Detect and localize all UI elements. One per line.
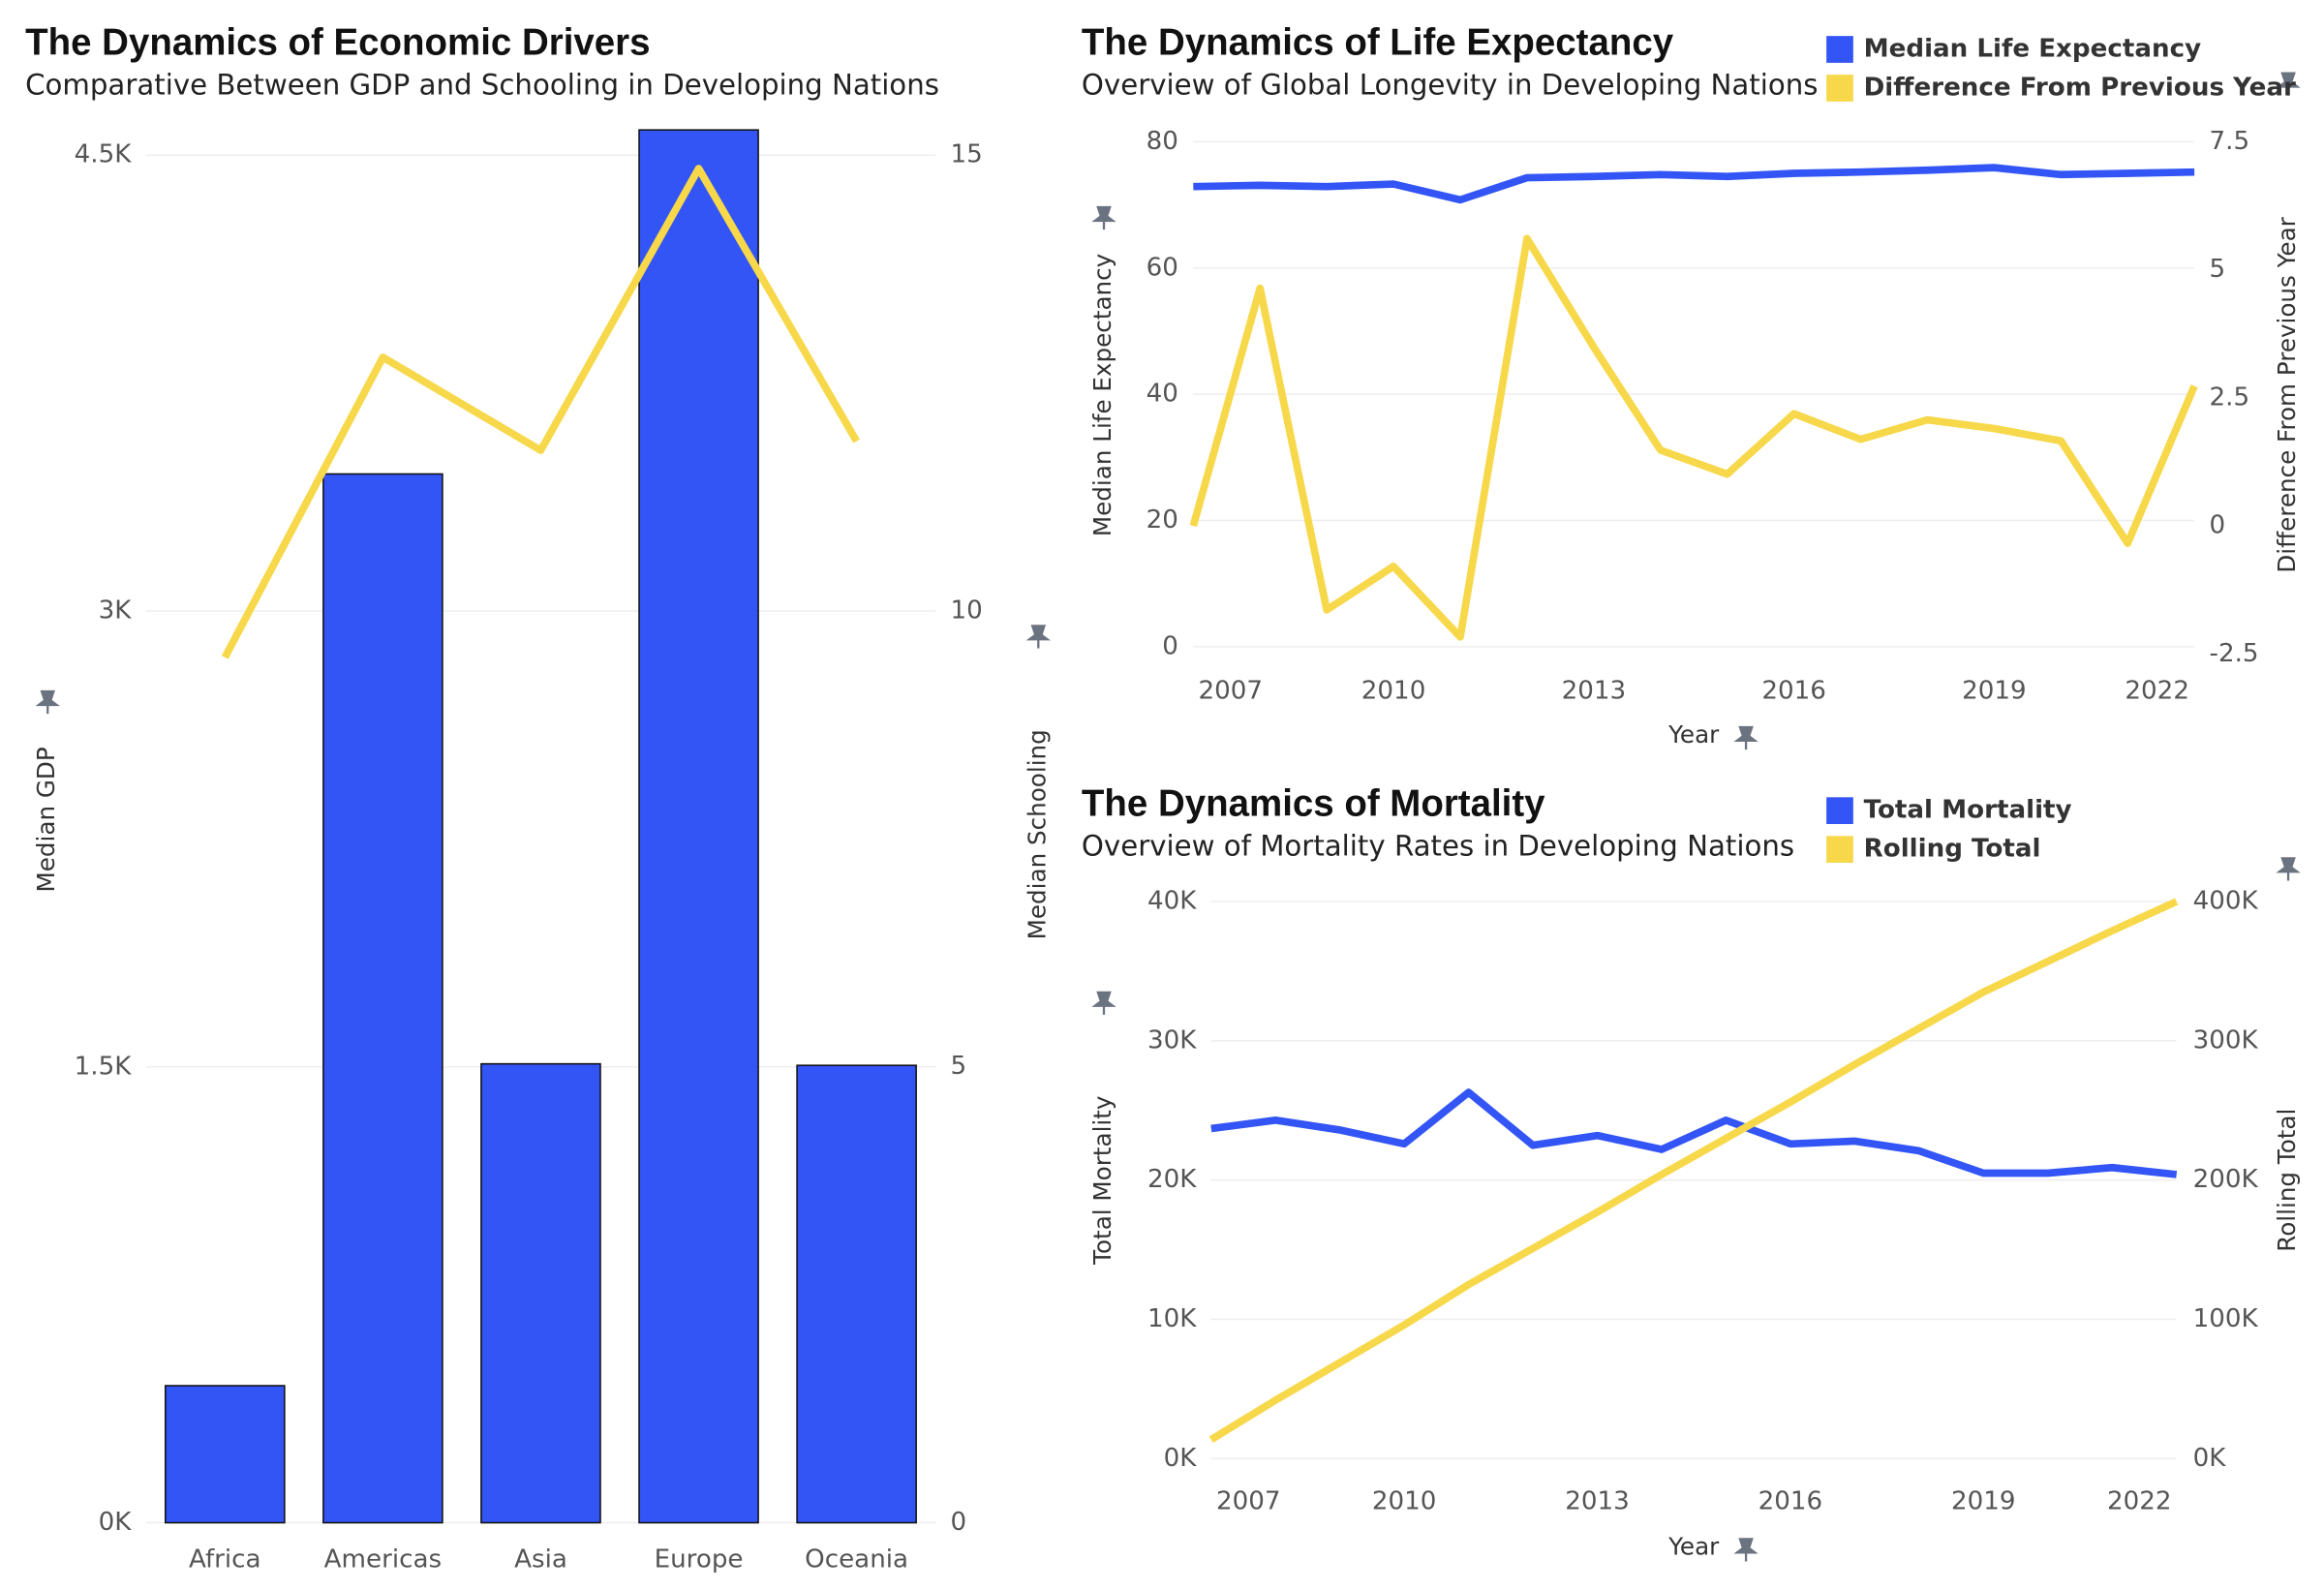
y-tick-label: 40: [1147, 380, 1178, 409]
x-tick-label: 2022: [2125, 677, 2189, 706]
bar: [165, 1385, 286, 1524]
y2-tick-label: 100K: [2193, 1304, 2259, 1333]
y2-tick-label: 10: [951, 596, 983, 625]
legend-swatch: [1826, 797, 1853, 824]
y-tick-label: 0: [1162, 631, 1178, 660]
x-tick-label: 2019: [1951, 1487, 2016, 1516]
y2-tick-label: 15: [951, 139, 983, 168]
axis-title: Rolling Total: [2273, 1109, 2301, 1252]
y2-tick-label: 5: [951, 1052, 967, 1081]
axis-title: Difference From Previous Year: [2273, 216, 2301, 572]
chart-title: The Dynamics of Life Expectancy: [1082, 22, 1674, 64]
y-tick-label: 10K: [1147, 1304, 1197, 1333]
y-tick-label: 60: [1147, 253, 1178, 282]
x-tick-label: Africa: [189, 1545, 261, 1575]
x-tick-label: Americas: [324, 1545, 442, 1575]
y2-tick-label: 0K: [2193, 1444, 2227, 1473]
legend-swatch: [1826, 36, 1853, 63]
y-tick-label: 40K: [1147, 887, 1197, 916]
y-tick-label: 30K: [1147, 1025, 1197, 1055]
x-tick-label: 2013: [1562, 677, 1627, 706]
x-tick-label: 2022: [2107, 1487, 2172, 1516]
pin-icon: [1733, 725, 1758, 750]
line: [1189, 234, 2198, 641]
pin-icon: [35, 689, 60, 715]
y-tick-label: 3K: [99, 596, 133, 626]
bar: [480, 1062, 601, 1524]
y2-tick-label: 2.5: [2210, 382, 2250, 412]
pin-icon: [1091, 991, 1116, 1015]
x-tick-label: 2016: [1761, 677, 1826, 706]
legend-swatch: [1826, 836, 1853, 863]
axis-title: Median Life Expectancy: [1088, 254, 1116, 536]
y-tick-label: 0K: [1164, 1444, 1198, 1473]
x-axis-title: Year: [1667, 1533, 1720, 1561]
x-tick-label: 2019: [1962, 677, 2027, 706]
y2-tick-label: -2.5: [2210, 639, 2259, 668]
bar: [638, 129, 759, 1524]
x-tick-label: Asia: [514, 1545, 567, 1575]
x-tick-label: Oceania: [805, 1545, 908, 1575]
y2-tick-label: 5: [2210, 255, 2226, 284]
x-tick-label: 2010: [1372, 1487, 1437, 1516]
bar: [322, 473, 443, 1524]
pin-icon: [2276, 857, 2301, 881]
legend-label: Difference From Previous Year: [1864, 74, 2296, 103]
chart-subtitle: Overview of Global Longevity in Developi…: [1082, 68, 1819, 101]
y-tick-label: 20K: [1147, 1165, 1197, 1194]
line: [1210, 1088, 2178, 1178]
axis-title: Total Mortality: [1088, 1096, 1116, 1266]
chart-title: The Dynamics of Economic Drivers: [25, 22, 650, 64]
y-tick-label: 1.5K: [75, 1052, 133, 1081]
pin-icon: [1091, 205, 1116, 230]
y2-tick-label: 300K: [2193, 1025, 2259, 1055]
chart-subtitle: Overview of Mortality Rates in Developin…: [1082, 830, 1794, 863]
pin-icon: [1025, 625, 1051, 649]
x-axis-title: Year: [1667, 720, 1720, 749]
bar: [796, 1064, 917, 1524]
y-tick-label: 20: [1147, 505, 1178, 535]
line: [1193, 164, 2195, 204]
legend-label: Rolling Total: [1864, 835, 2041, 864]
x-tick-label: Europe: [655, 1545, 744, 1575]
y-tick-label: 80: [1147, 127, 1178, 156]
x-tick-label: 2010: [1361, 677, 1426, 706]
legend-swatch: [1826, 75, 1853, 102]
x-tick-label: 2016: [1758, 1487, 1823, 1516]
y-tick-label: 4.5K: [75, 140, 133, 169]
x-tick-label: 2007: [1199, 677, 1264, 706]
x-tick-label: 2007: [1216, 1487, 1281, 1516]
axis-title: Median GDP: [32, 747, 60, 892]
axis-title: Median Schooling: [1023, 729, 1051, 939]
pin-icon: [1733, 1538, 1758, 1562]
line: [1208, 898, 2179, 1443]
y2-tick-label: 400K: [2193, 887, 2259, 916]
legend-label: Total Mortality: [1864, 796, 2072, 825]
y-tick-label: 0K: [99, 1508, 133, 1537]
y2-tick-label: 7.5: [2210, 127, 2250, 156]
y2-tick-label: 0: [2210, 511, 2226, 540]
chart-subtitle: Comparative Between GDP and Schooling in…: [25, 68, 939, 101]
pin-icon: [2276, 72, 2301, 96]
y2-tick-label: 200K: [2193, 1165, 2259, 1194]
x-tick-label: 2013: [1565, 1487, 1630, 1516]
chart-title: The Dynamics of Mortality: [1082, 783, 1545, 825]
legend-label: Median Life Expectancy: [1864, 35, 2202, 64]
line: [221, 165, 860, 659]
y2-tick-label: 0: [951, 1508, 967, 1537]
